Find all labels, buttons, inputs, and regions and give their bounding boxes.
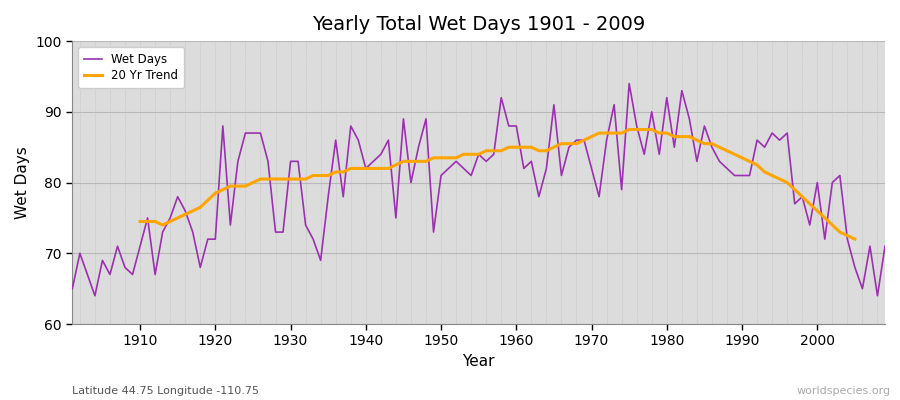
Wet Days [89,293,100,298]
Wet Days [67,286,77,291]
Text: Latitude 44.75 Longitude -110.75: Latitude 44.75 Longitude -110.75 [72,386,259,396]
Text: worldspecies.org: worldspecies.org [796,386,891,396]
Y-axis label: Wet Days: Wet Days [15,146,30,219]
Legend: Wet Days, 20 Yr Trend: Wet Days, 20 Yr Trend [78,47,184,88]
20 Yr Trend [496,148,507,153]
Wet Days [879,244,890,249]
20 Yr Trend [518,145,529,150]
Wet Days [608,102,619,107]
Wet Days [511,124,522,128]
Line: 20 Yr Trend: 20 Yr Trend [140,130,855,239]
20 Yr Trend [796,194,807,199]
20 Yr Trend [624,127,634,132]
20 Yr Trend [135,219,146,224]
Wet Days [135,244,146,249]
20 Yr Trend [232,184,243,188]
Wet Days [624,81,634,86]
Title: Yearly Total Wet Days 1901 - 2009: Yearly Total Wet Days 1901 - 2009 [312,15,645,34]
20 Yr Trend [850,237,860,242]
Wet Days [301,223,311,228]
Line: Wet Days: Wet Days [72,84,885,296]
Wet Days [346,124,356,128]
Wet Days [518,166,529,171]
20 Yr Trend [443,156,454,160]
X-axis label: Year: Year [463,354,495,369]
20 Yr Trend [338,170,348,174]
